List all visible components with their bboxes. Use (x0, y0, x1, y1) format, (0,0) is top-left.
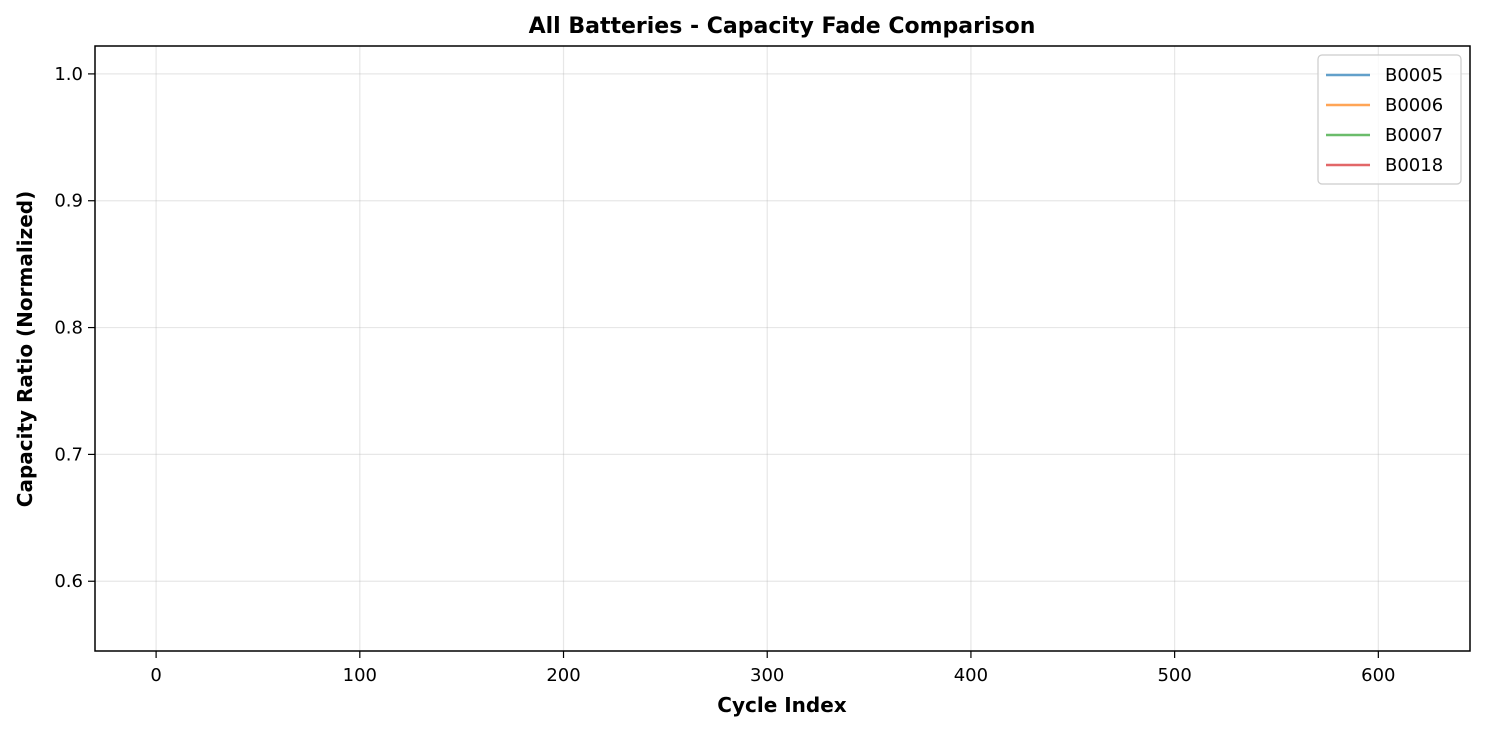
x-tick-label: 0 (150, 665, 161, 686)
x-axis-ticks: 0 100 200 300 400 500 600 (150, 651, 1396, 686)
x-axis-label: Cycle Index (717, 693, 847, 717)
legend-box (1317, 54, 1462, 185)
y-tick-label: 0.9 (54, 191, 83, 212)
legend-label-b0005: B0005 (1385, 65, 1443, 86)
y-tick-label: 0.6 (54, 571, 83, 592)
plot-frame (94, 45, 1471, 652)
x-tick-label: 100 (343, 665, 377, 686)
chart-title: All Batteries - Capacity Fade Comparison (529, 14, 1036, 39)
grid (95, 46, 1470, 651)
y-tick-label: 0.7 (54, 444, 83, 465)
y-tick-label: 0.8 (54, 318, 83, 339)
legend: B0005 B0006 B0007 B0018 (1317, 54, 1462, 185)
x-tick-label: 600 (1361, 665, 1395, 686)
y-axis-ticks: 0.6 0.7 0.8 0.9 1.0 (54, 64, 95, 592)
legend-label-b0007: B0007 (1385, 125, 1443, 146)
x-tick-label: 300 (750, 665, 784, 686)
x-tick-label: 200 (546, 665, 580, 686)
y-tick-label: 1.0 (54, 64, 83, 85)
x-tick-label: 500 (1157, 665, 1191, 686)
x-tick-label: 400 (954, 665, 988, 686)
y-axis-label: Capacity Ratio (Normalized) (13, 191, 37, 507)
legend-label-b0006: B0006 (1385, 95, 1443, 116)
legend-label-b0018: B0018 (1385, 155, 1443, 176)
